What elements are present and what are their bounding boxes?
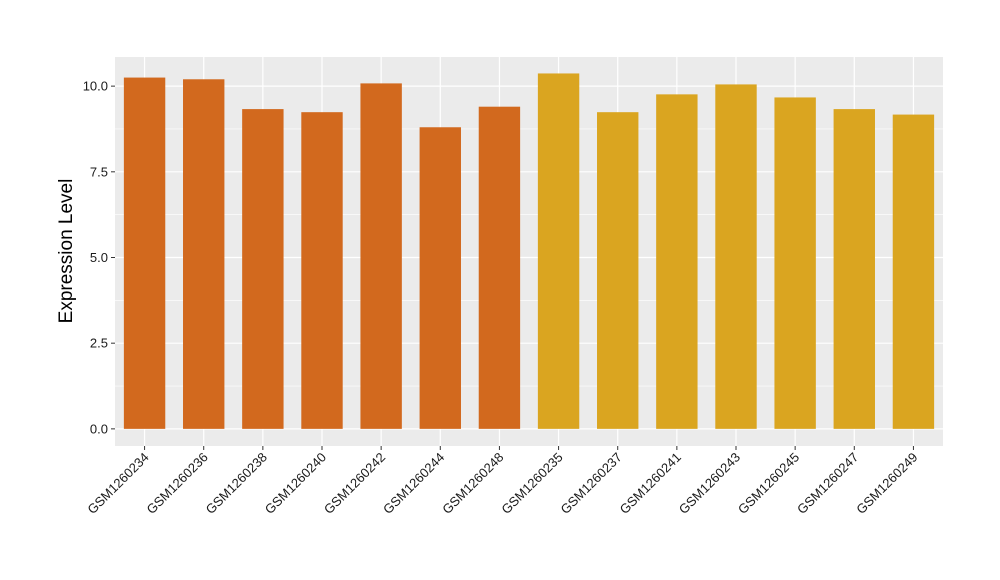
x-tick-label: GSM1260238 xyxy=(203,450,270,517)
y-tick-label: 10.0 xyxy=(83,79,108,94)
bar-GSM1260247 xyxy=(833,109,875,429)
bar-GSM1260242 xyxy=(360,83,402,429)
x-tick-label: GSM1260240 xyxy=(262,450,329,517)
x-tick-label: GSM1260244 xyxy=(380,450,447,517)
bar-GSM1260241 xyxy=(656,94,698,429)
x-tick-label: GSM1260247 xyxy=(794,450,861,517)
bar-GSM1260248 xyxy=(478,106,521,429)
bar-GSM1260235 xyxy=(537,73,580,429)
x-tick-label: GSM1260248 xyxy=(439,450,506,517)
x-tick-label: GSM1260236 xyxy=(143,450,210,517)
y-tick-label: 5.0 xyxy=(90,250,108,265)
x-axis: GSM1260234GSM1260236GSM1260238GSM1260240… xyxy=(84,446,921,517)
bar-GSM1260234 xyxy=(123,77,166,429)
x-tick-label: GSM1260245 xyxy=(735,450,802,517)
y-axis-title: Expression Level xyxy=(56,179,77,324)
x-tick-label: GSM1260241 xyxy=(617,450,684,517)
y-tick-label: 0.0 xyxy=(90,421,108,436)
y-axis: 0.0 2.5 5.0 7.5 10.0 xyxy=(83,79,115,436)
x-tick-label: GSM1260243 xyxy=(676,450,743,517)
x-tick-label: GSM1260237 xyxy=(557,450,624,517)
bar-GSM1260244 xyxy=(419,127,461,429)
bar-GSM1260236 xyxy=(183,79,225,429)
x-tick-label: GSM1260234 xyxy=(84,450,151,517)
y-tick-label: 2.5 xyxy=(90,336,108,351)
bars xyxy=(123,73,935,429)
x-tick-label: GSM1260249 xyxy=(853,450,920,517)
bar-GSM1260249 xyxy=(892,114,935,429)
bar-GSM1260243 xyxy=(715,84,757,429)
y-tick-label: 7.5 xyxy=(90,164,108,179)
bar-GSM1260240 xyxy=(301,112,343,429)
plot-panel xyxy=(115,57,943,446)
bar-GSM1260237 xyxy=(597,112,639,429)
x-tick-label: GSM1260242 xyxy=(321,450,388,517)
bar-GSM1260245 xyxy=(774,97,816,429)
bar-GSM1260238 xyxy=(242,109,284,429)
x-tick-label: GSM1260235 xyxy=(498,450,565,517)
